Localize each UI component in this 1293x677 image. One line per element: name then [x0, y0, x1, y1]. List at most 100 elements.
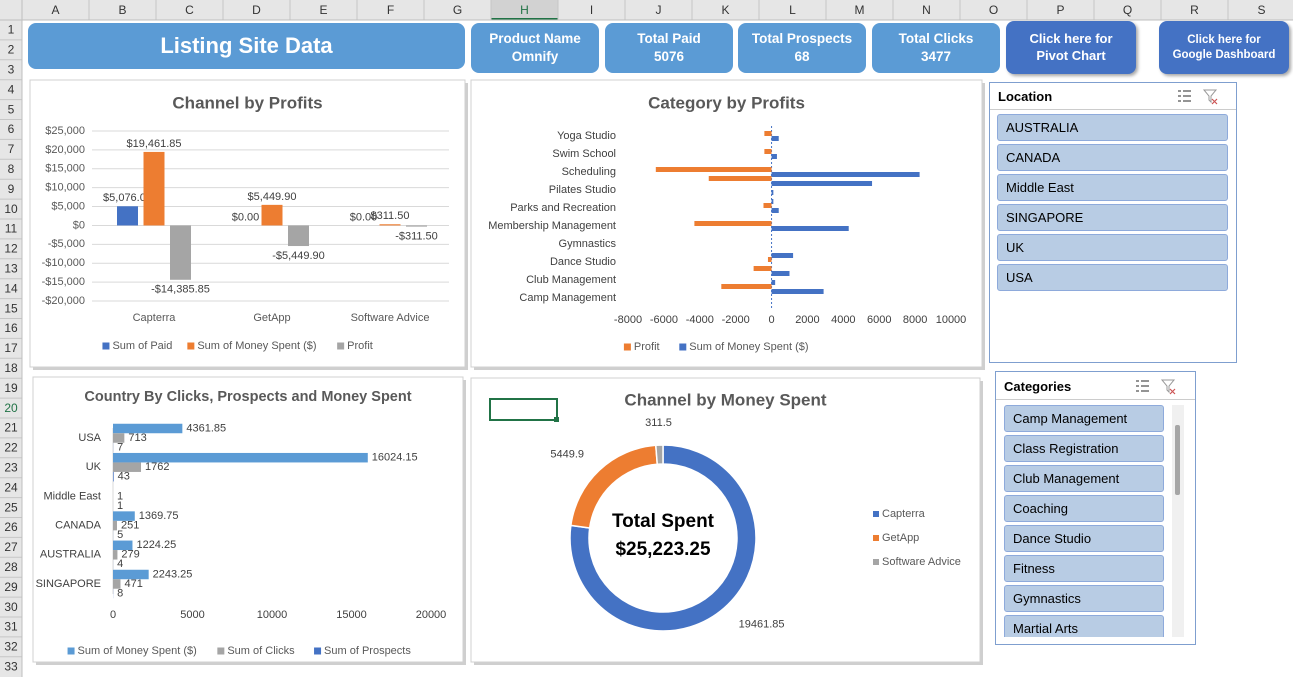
slicer-icons[interactable]: [1132, 377, 1182, 395]
legend-swatch: [217, 647, 225, 655]
slicer-item[interactable]: Club Management: [1004, 465, 1164, 492]
row-header: 22: [4, 441, 18, 455]
slicer-item[interactable]: AUSTRALIA: [997, 114, 1228, 141]
kpi-value: Omnify: [511, 49, 559, 64]
chart-title: Channel by Money Spent: [624, 390, 826, 409]
column-header: A: [51, 3, 59, 17]
legend-swatch: [187, 342, 195, 350]
kpi-label: Total Paid: [637, 31, 701, 47]
bar: [113, 471, 114, 482]
slicer-item[interactable]: Fitness: [1004, 555, 1164, 582]
row-header: 26: [4, 520, 18, 534]
row-header: 5: [8, 102, 15, 116]
location-slicer: Location AUSTRALIA CANADA Middle East SINGA…: [989, 82, 1237, 363]
y-tick-label: -$20,000: [42, 295, 85, 307]
chart-frame: [32, 376, 464, 663]
legend-swatch: [679, 343, 687, 351]
bar: [113, 433, 125, 443]
y-tick-label: $5,000: [51, 200, 85, 212]
column-header: D: [252, 3, 261, 17]
slicer-item[interactable]: Camp Management: [1004, 405, 1164, 432]
column-header: S: [1257, 3, 1265, 17]
bar: [771, 199, 774, 204]
row-header: 3: [8, 62, 15, 76]
link-button[interactable]: Click here for Google Dashboard: [1159, 21, 1289, 74]
column-header: Q: [1123, 3, 1132, 17]
row-header: 7: [8, 142, 15, 156]
x-tick-label: 8000: [903, 314, 927, 326]
row-header: 1: [8, 23, 15, 37]
column-header: I: [590, 3, 593, 17]
data-label: 4361.85: [186, 422, 226, 434]
center-text: $25,223.25: [615, 539, 711, 560]
category-label: Membership Management: [488, 220, 616, 232]
row-header: 30: [4, 600, 18, 614]
bar: [113, 540, 133, 551]
x-tick-label: Capterra: [133, 312, 177, 324]
slicer-item[interactable]: Gymnastics: [1004, 585, 1164, 612]
slicer-item[interactable]: USA: [997, 264, 1228, 291]
data-label: -$14,385.85: [151, 284, 210, 296]
category-label: Camp Management: [519, 292, 616, 304]
category-label: Dance Studio: [550, 256, 616, 268]
x-tick-label: 0: [768, 314, 774, 326]
bar: [113, 423, 183, 434]
slicer-item[interactable]: Coaching: [1004, 495, 1164, 522]
data-label: -$311.50: [395, 231, 438, 243]
column-header: O: [989, 3, 998, 17]
chart-frame: [470, 377, 981, 663]
data-label: $311.50: [371, 210, 410, 222]
y-tick-label: -$10,000: [42, 257, 85, 269]
slicer-item[interactable]: UK: [997, 234, 1228, 261]
row-header: 4: [8, 82, 15, 96]
column-header: R: [1190, 3, 1199, 17]
legend-swatch: [314, 647, 322, 655]
bar: [143, 151, 165, 226]
y-tick-label: $15,000: [45, 163, 85, 175]
data-label: 4: [117, 558, 123, 570]
row-header: 14: [4, 281, 18, 295]
data-label: $0.00: [350, 211, 378, 223]
category-label: Parks and Recreation: [510, 202, 616, 214]
category-label: Yoga Studio: [557, 130, 616, 142]
kpi-label: Product Name: [489, 31, 581, 47]
slicer-item[interactable]: CANADA: [997, 144, 1228, 171]
legend-label: Sum of Money Spent ($): [689, 341, 808, 353]
column-header: M: [855, 3, 865, 17]
row-header: 24: [4, 480, 18, 494]
bar: [763, 203, 772, 208]
fill-handle: [554, 417, 559, 422]
x-tick-label: Software Advice: [351, 312, 430, 324]
bar: [721, 284, 772, 289]
slicer-item[interactable]: SINGAPORE: [997, 204, 1228, 231]
slicer-item[interactable]: Middle East: [997, 174, 1228, 201]
bar: [771, 181, 873, 186]
row-header: 29: [4, 580, 18, 594]
y-tick-label: $10,000: [45, 182, 85, 194]
scrollbar[interactable]: [1172, 405, 1184, 637]
kpi-value: 5076: [653, 49, 685, 64]
row-header: 32: [4, 640, 18, 654]
x-tick-label: 2000: [795, 314, 819, 326]
legend-swatch: [102, 342, 110, 350]
bar: [771, 136, 779, 141]
row-header: 28: [4, 560, 18, 574]
link-button[interactable]: Click here for Pivot Chart: [1006, 21, 1136, 74]
legend-label: Sum of Money Spent ($): [78, 645, 197, 657]
chart-title: Country By Clicks, Prospects and Money S…: [84, 389, 411, 405]
slicer-item[interactable]: Dance Studio: [1004, 525, 1164, 552]
bar: [764, 131, 772, 136]
column-header: G: [453, 3, 462, 17]
bar: [113, 550, 118, 560]
legend-swatch: [623, 343, 631, 351]
slicer-item[interactable]: Class Registration: [1004, 435, 1164, 462]
bar: [771, 208, 779, 213]
kpi-tile: Total Clicks 3477: [872, 23, 1000, 73]
x-tick-label: -2000: [722, 314, 750, 326]
slicer-item[interactable]: Martial Arts: [1004, 615, 1164, 637]
slicer-icons[interactable]: [1174, 87, 1224, 105]
column-header: B: [118, 3, 126, 17]
row-header: 15: [4, 301, 18, 315]
column-header: N: [922, 3, 931, 17]
